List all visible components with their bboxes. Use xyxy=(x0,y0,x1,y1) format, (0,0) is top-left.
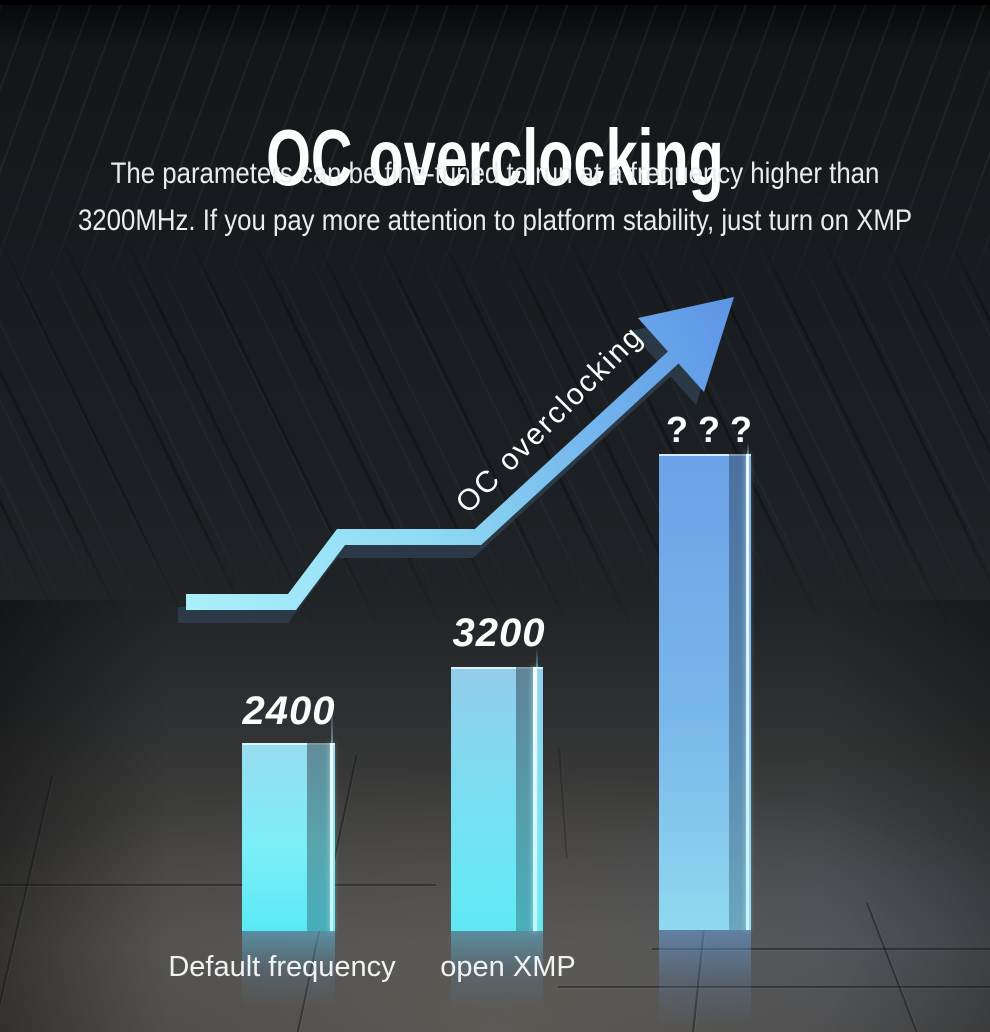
floor-seam xyxy=(0,884,436,886)
bar-default-frequency xyxy=(242,743,335,931)
bar-open-xmp xyxy=(451,667,543,931)
light-streak xyxy=(536,648,538,667)
floor-seam xyxy=(558,986,990,988)
subtitle-line-1: The parameters can be fine-tuned to run … xyxy=(110,157,880,190)
bar-caption: Default frequency xyxy=(168,951,396,983)
diagonal-stripes-texture-top xyxy=(0,5,990,305)
subtitle: The parameters can be fine-tuned to run … xyxy=(0,150,990,244)
top-black-strip xyxy=(0,0,990,5)
bar-edge-highlight xyxy=(533,667,537,931)
bar-side-shade xyxy=(516,667,533,931)
bar-caption: open XMP xyxy=(440,951,576,983)
light-streak xyxy=(747,442,749,454)
bar-value-label: 2400 xyxy=(242,689,336,733)
subtitle-line-2: 3200MHz. If you pay more attention to pl… xyxy=(77,204,913,237)
bar-overclocked xyxy=(659,454,751,930)
light-streak xyxy=(331,700,333,743)
bar-value-label: 3200 xyxy=(452,611,546,655)
bar-side-shade xyxy=(307,743,330,931)
bar-edge-highlight xyxy=(746,454,749,930)
diagonal-stripes-texture-mid xyxy=(0,235,990,635)
bar-side-shade xyxy=(729,454,746,930)
page-title: OC overclocking xyxy=(266,112,724,202)
bar-value-label-unknown: ? ? ? xyxy=(666,409,752,450)
floor-seam xyxy=(652,948,990,950)
bar-edge-highlight xyxy=(330,743,333,931)
